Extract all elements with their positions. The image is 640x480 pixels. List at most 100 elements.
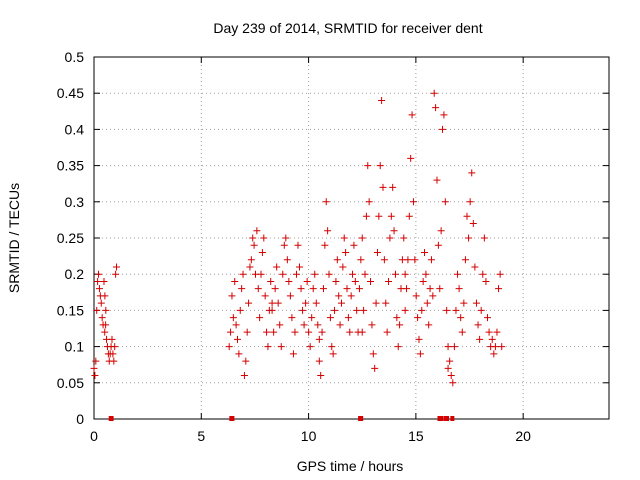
data-point <box>396 321 404 329</box>
data-point <box>258 248 266 256</box>
data-point <box>407 154 415 162</box>
data-point <box>357 256 365 264</box>
data-point <box>495 285 503 293</box>
data-point <box>342 248 350 256</box>
data-point <box>371 364 379 372</box>
data-point <box>289 350 297 358</box>
data-point <box>436 285 444 293</box>
data-point <box>443 306 451 314</box>
data-point <box>343 285 351 293</box>
data-point <box>308 314 316 322</box>
data-point <box>405 212 413 220</box>
y-tick-label: 0.3 <box>65 194 85 210</box>
data-point <box>457 314 465 322</box>
zero-marker <box>439 416 444 421</box>
data-point <box>286 292 294 300</box>
data-point <box>419 277 427 285</box>
data-point <box>93 306 101 314</box>
data-point <box>376 162 384 170</box>
data-point <box>485 328 493 336</box>
data-point <box>110 357 118 365</box>
data-point <box>274 299 282 307</box>
data-point <box>349 270 357 278</box>
data-point <box>364 162 372 170</box>
data-point <box>254 285 262 293</box>
y-tick-label: 0.25 <box>57 230 84 246</box>
data-point <box>498 343 506 351</box>
data-point <box>444 343 452 351</box>
data-point <box>353 306 361 314</box>
y-tick-label: 0.4 <box>65 121 85 137</box>
data-point <box>403 285 411 293</box>
data-point <box>426 285 434 293</box>
data-point <box>238 285 246 293</box>
data-point <box>264 343 272 351</box>
data-point <box>247 256 255 264</box>
data-point <box>367 277 375 285</box>
x-tick-label: 5 <box>197 428 205 444</box>
data-point <box>458 328 466 336</box>
data-point <box>468 169 476 177</box>
data-point <box>318 328 326 336</box>
data-point <box>305 328 313 336</box>
data-point <box>446 357 454 365</box>
data-point <box>372 299 380 307</box>
data-point <box>401 270 409 278</box>
data-point <box>454 270 462 278</box>
data-point <box>309 285 317 293</box>
data-point <box>482 277 490 285</box>
zero-marker <box>444 416 449 421</box>
x-tick-label: 20 <box>515 428 531 444</box>
data-point <box>303 277 311 285</box>
data-point <box>347 292 355 300</box>
data-point <box>319 285 327 293</box>
data-point <box>365 198 373 206</box>
data-point <box>297 285 305 293</box>
y-tick-label: 0.5 <box>65 49 85 65</box>
data-point <box>233 335 241 343</box>
data-point <box>261 292 269 300</box>
data-point <box>447 372 455 380</box>
data-point <box>418 306 426 314</box>
data-point <box>386 234 394 242</box>
data-point <box>479 270 487 278</box>
zero-marker <box>109 416 114 421</box>
y-axis-label: SRMTID / TECUs <box>6 183 22 293</box>
data-point <box>441 198 449 206</box>
data-point <box>333 256 341 264</box>
data-point <box>285 277 293 285</box>
data-point <box>263 328 271 336</box>
data-point <box>496 270 504 278</box>
data-point <box>282 234 290 242</box>
y-tick-label: 0.45 <box>57 85 84 101</box>
data-point <box>361 270 369 278</box>
data-point <box>490 350 498 358</box>
data-point <box>434 241 442 249</box>
data-point <box>423 299 431 307</box>
data-point <box>246 263 254 271</box>
data-point <box>351 277 359 285</box>
data-point <box>360 306 368 314</box>
data-point <box>242 357 250 365</box>
data-point <box>111 343 119 351</box>
data-point <box>491 343 499 351</box>
data-point <box>329 350 337 358</box>
data-point <box>378 96 386 104</box>
data-point <box>288 314 296 322</box>
data-point <box>109 350 117 358</box>
data-point <box>296 263 304 271</box>
data-point <box>102 306 110 314</box>
data-point <box>267 277 275 285</box>
data-point <box>429 292 437 300</box>
data-point <box>393 314 401 322</box>
data-point <box>101 328 109 336</box>
data-point <box>317 372 325 380</box>
data-point <box>432 104 440 112</box>
data-point <box>100 277 108 285</box>
zero-marker <box>450 416 455 421</box>
data-point <box>375 212 383 220</box>
data-point <box>412 292 420 300</box>
data-point <box>337 299 345 307</box>
data-point <box>108 335 116 343</box>
